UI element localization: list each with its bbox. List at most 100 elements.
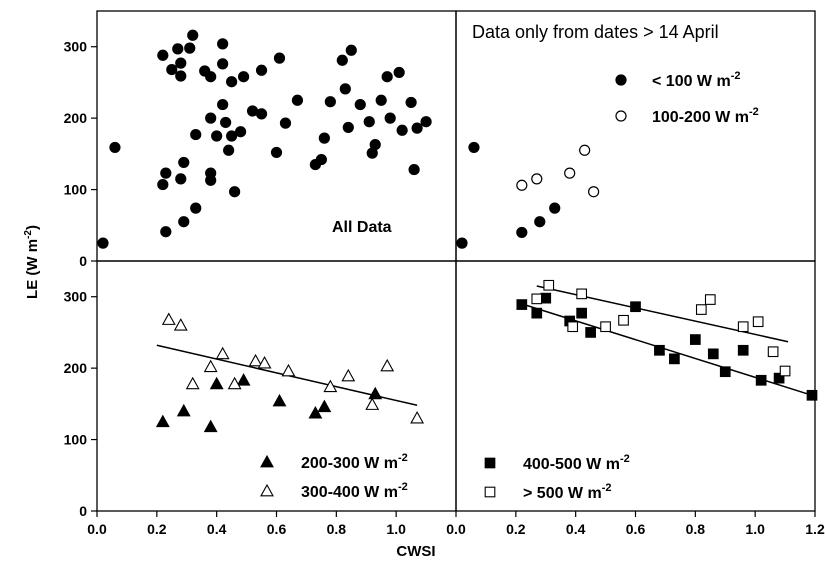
bottom-left-xtick-label-0.4: 0.4 [207, 521, 227, 537]
top-left-series-0-point-14 [187, 29, 199, 41]
top-left-series-0-point-58 [408, 163, 420, 176]
top-right-series-0-point-3 [534, 216, 546, 228]
panel-bottom-left-yaxis: 0 100 200 300 [64, 289, 97, 519]
x-axis-title: CWSI [396, 543, 435, 560]
bottom-left-series-0-point-7 [317, 399, 332, 413]
top-left-series-0-point-0 [97, 237, 109, 249]
panel-bottom-left: 0 100 200 300 0.0 0.2 0.4 0.6 0.8 1.0 200-300 W … [64, 260, 457, 537]
top-right-series-0-point-1 [468, 141, 480, 154]
top-left-series-0-point-15 [190, 128, 202, 141]
top-right-legend-marker-0 [615, 74, 627, 86]
bottom-left-series-0-point-8 [368, 386, 383, 400]
bottom-right-xtick-label-1.0: 1.0 [745, 521, 765, 537]
top-left-ytick-label-0: 0 [79, 253, 87, 269]
panel-top-right-note: Data only from dates > 14 April [472, 22, 719, 42]
bottom-left-series-0-point-3 [209, 376, 224, 390]
bottom-right-series-1-point-6 [695, 304, 707, 315]
bottom-left-series-1-point-5 [227, 376, 242, 390]
top-left-series-0-point-51 [369, 138, 381, 151]
bottom-right-series-1-point-8 [737, 321, 749, 333]
top-right-series-0-point-4 [549, 202, 561, 214]
bottom-left-legend-label-1-sup: -2 [398, 481, 408, 493]
bottom-left-series-1-point-11 [365, 397, 380, 410]
top-left-series-0-point-37 [273, 52, 286, 64]
bottom-right-series-0-point-5 [585, 327, 596, 338]
bottom-left-series-1-point-9 [323, 379, 338, 393]
bottom-right-series-0-point-1 [531, 307, 543, 319]
top-right-legend-label-0-main: < 100 W m [652, 73, 731, 90]
bottom-right-xtick-label-0.0: 0.0 [446, 521, 466, 537]
top-left-series-0-point-49 [363, 116, 375, 128]
bottom-right-legend-label-1: > 500 W m-2 [523, 482, 611, 502]
bottom-right-xtick-label-0.2: 0.2 [506, 521, 526, 537]
panel-top-right-frame [455, 10, 816, 262]
top-left-series-0-point-4 [157, 178, 169, 191]
top-left-series-0-point-5 [160, 226, 172, 238]
top-left-series-0-point-9 [175, 70, 187, 82]
bottom-right-series-0-point-10 [707, 348, 719, 360]
bottom-right-series-0-point-6 [630, 301, 641, 313]
bottom-right-series-1-point-4 [600, 321, 611, 333]
top-left-series-0-point-10 [175, 173, 187, 185]
top-left-series-0-point-47 [345, 44, 357, 56]
panel-bottom-right-legend: 400-500 W m-2> 500 W m-2 [484, 453, 630, 502]
top-left-series-0-point-35 [255, 64, 268, 76]
top-left-series-0-point-46 [342, 121, 354, 134]
top-left-series-0-point-41 [315, 153, 327, 166]
top-left-series-0-point-54 [384, 112, 396, 124]
top-left-ytick-label-100: 100 [64, 182, 88, 198]
bottom-left-ytick-label-200: 200 [64, 360, 88, 376]
panel-bottom-left-frame [96, 260, 457, 512]
bottom-right-trendline-1 [536, 285, 789, 343]
bottom-left-series-1-point-3 [203, 359, 218, 373]
bottom-left-xtick-label-1.0: 1.0 [386, 521, 406, 537]
top-right-legend-marker-1 [615, 110, 627, 122]
top-left-series-0-point-60 [420, 116, 432, 128]
top-left-series-0-point-36 [270, 146, 283, 159]
top-left-series-0-point-28 [226, 76, 238, 88]
bottom-right-series-1-point-9 [752, 316, 764, 328]
top-left-series-0-point-25 [217, 98, 229, 111]
panel-top-right-marks [456, 141, 600, 249]
panel-bottom-right-xaxis: 0.0 0.2 0.4 0.6 0.8 1.0 1.2 [446, 511, 825, 537]
top-left-ytick-label-300: 300 [64, 39, 88, 55]
bottom-left-series-1-point-0 [161, 312, 176, 325]
bottom-right-series-0-point-4 [576, 307, 587, 319]
bottom-left-series-0-point-5 [272, 393, 287, 407]
y-axis-title: LE (W m-2) [23, 225, 41, 299]
bottom-right-xtick-label-0.8: 0.8 [686, 521, 706, 537]
bottom-left-legend-label-1: 300-400 W m-2 [301, 481, 408, 501]
top-left-series-0-point-42 [318, 132, 330, 144]
top-left-series-0-point-59 [411, 122, 423, 134]
top-left-series-0-point-57 [405, 96, 417, 109]
y-axis-title-main: LE (W m [24, 239, 41, 299]
bottom-left-legend-label-0-sup: -2 [398, 452, 408, 464]
bottom-right-series-1-point-10 [767, 346, 779, 358]
top-right-series-1-point-1 [531, 173, 543, 185]
top-left-series-0-point-24 [217, 58, 229, 70]
top-right-legend-label-1-sup: -2 [749, 106, 759, 118]
top-left-series-0-point-39 [291, 94, 304, 106]
bottom-right-series-1-point-5 [618, 314, 629, 326]
top-right-legend-label-1: 100-200 W m-2 [652, 106, 759, 126]
top-right-series-0-point-0 [456, 237, 468, 249]
bottom-right-legend-label-0-main: 400-500 W m [523, 456, 620, 473]
bottom-left-xtick-label-0.0: 0.0 [87, 521, 107, 537]
bottom-right-series-1-point-0 [531, 293, 543, 305]
bottom-right-series-0-point-12 [737, 344, 749, 356]
bottom-left-series-0-point-2 [203, 419, 218, 433]
bottom-left-series-1-point-12 [380, 358, 395, 372]
top-left-series-0-point-30 [229, 186, 241, 198]
top-right-series-1-point-4 [588, 186, 600, 198]
bottom-right-series-1-point-11 [779, 365, 791, 377]
bottom-left-series-0-point-6 [308, 406, 323, 419]
bottom-right-series-0-point-15 [806, 389, 818, 401]
bottom-left-series-1-point-7 [257, 356, 272, 369]
top-left-series-0-point-38 [279, 117, 292, 129]
top-left-series-0-point-34 [255, 108, 268, 120]
panel-bottom-right-frame [455, 260, 816, 512]
bottom-right-series-1-point-7 [704, 294, 716, 305]
top-left-series-0-point-43 [324, 96, 336, 108]
panel-bottom-left-xaxis: 0.0 0.2 0.4 0.6 0.8 1.0 [87, 511, 406, 537]
